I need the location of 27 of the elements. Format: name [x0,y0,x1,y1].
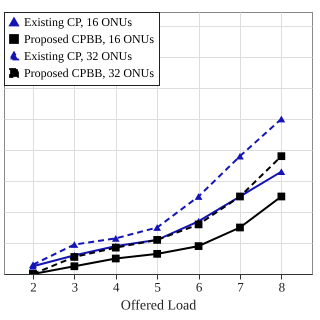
point [194,193,202,200]
x-tick-label: 4 [113,280,120,294]
point [153,224,162,231]
point [236,224,244,232]
legend-label: Existing CP, 32 ONUs [24,49,132,63]
point [277,192,286,200]
x-tick-label: 6 [196,280,203,294]
legend-label: Proposed CPBB, 32 ONUs [24,66,154,80]
legend-label: Existing CP, 16 ONUs [24,15,132,29]
point [277,168,286,176]
x-tick-label: 5 [154,280,161,294]
point [236,152,244,160]
point [112,244,120,252]
point [277,152,286,160]
point [194,220,202,228]
x-tick-label: 3 [72,280,78,294]
point [112,234,120,242]
legend-label: Proposed CPBB, 16 ONUs [24,32,154,46]
x-tick-label: 7 [237,280,244,294]
x-axis-title: Offered Load [120,298,196,314]
point [153,250,162,258]
point [70,241,78,248]
point [70,262,78,270]
point [112,254,120,262]
x-tick-label: 2 [30,280,37,294]
x-tick-label: 8 [278,280,286,294]
point [194,242,202,250]
